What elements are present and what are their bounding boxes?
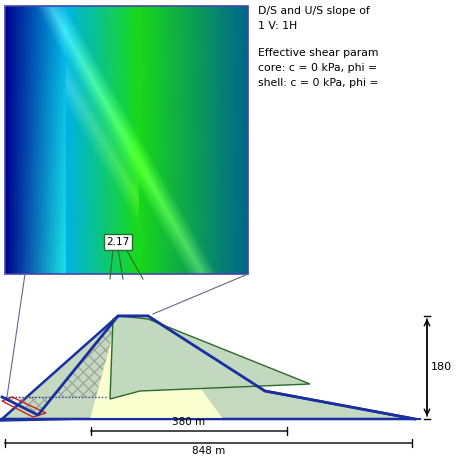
Text: core: c = 0 kPa, phi =: core: c = 0 kPa, phi = [258, 63, 377, 73]
Text: 848 m: 848 m [192, 446, 225, 456]
Polygon shape [0, 415, 90, 421]
Bar [5, 6, 248, 274]
Text: 180: 180 [431, 363, 452, 373]
Text: 1 V: 1H: 1 V: 1H [258, 21, 297, 31]
Text: D/S and U/S slope of: D/S and U/S slope of [258, 6, 370, 16]
Text: 2.17: 2.17 [106, 237, 129, 247]
Text: shell: c = 0 kPa, phi =: shell: c = 0 kPa, phi = [258, 78, 379, 88]
Polygon shape [90, 316, 223, 419]
Text: 380 m: 380 m [173, 417, 206, 427]
Polygon shape [110, 316, 310, 399]
Polygon shape [2, 316, 415, 419]
Text: Effective shear param: Effective shear param [258, 48, 379, 58]
